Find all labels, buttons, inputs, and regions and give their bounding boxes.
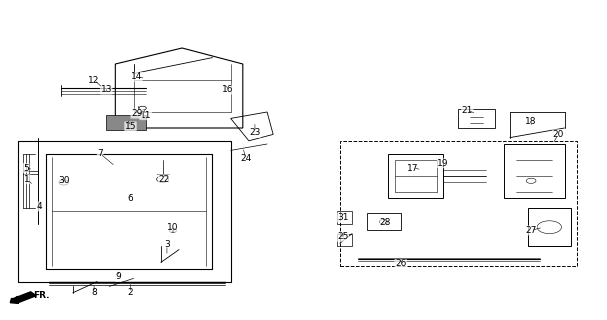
Text: 17: 17 xyxy=(407,164,418,172)
Text: 16: 16 xyxy=(222,85,233,94)
Text: 26: 26 xyxy=(395,260,406,268)
Bar xyxy=(337,234,352,246)
Text: 15: 15 xyxy=(125,122,136,131)
Text: 3: 3 xyxy=(164,240,170,249)
Bar xyxy=(337,211,352,224)
Text: 28: 28 xyxy=(380,218,391,227)
Text: 1: 1 xyxy=(24,175,30,184)
Text: 6: 6 xyxy=(127,194,134,203)
Text: 29: 29 xyxy=(131,109,142,118)
Text: 22: 22 xyxy=(158,175,169,184)
Text: 5: 5 xyxy=(23,164,29,172)
Text: 24: 24 xyxy=(240,154,251,163)
Text: 30: 30 xyxy=(58,176,69,185)
Text: 8: 8 xyxy=(91,288,97,297)
Text: 27: 27 xyxy=(526,226,537,235)
Text: 23: 23 xyxy=(249,128,260,137)
Text: 31: 31 xyxy=(337,213,348,222)
Text: 9: 9 xyxy=(115,272,121,281)
Text: 4: 4 xyxy=(36,202,42,211)
Text: 14: 14 xyxy=(131,72,142,81)
Text: 2: 2 xyxy=(127,288,134,297)
FancyArrow shape xyxy=(10,292,36,303)
Text: 25: 25 xyxy=(337,232,348,241)
Text: 19: 19 xyxy=(438,159,449,168)
Text: 18: 18 xyxy=(526,117,537,126)
Text: 13: 13 xyxy=(101,85,112,94)
Text: 21: 21 xyxy=(462,106,473,115)
Text: 7: 7 xyxy=(97,149,103,158)
Text: FR.: FR. xyxy=(33,292,50,300)
Circle shape xyxy=(138,112,143,115)
Text: 10: 10 xyxy=(168,223,178,232)
Text: 12: 12 xyxy=(89,76,100,84)
Bar xyxy=(367,213,401,230)
Bar xyxy=(106,115,146,130)
Text: 11: 11 xyxy=(140,111,151,120)
Text: 20: 20 xyxy=(553,130,564,139)
